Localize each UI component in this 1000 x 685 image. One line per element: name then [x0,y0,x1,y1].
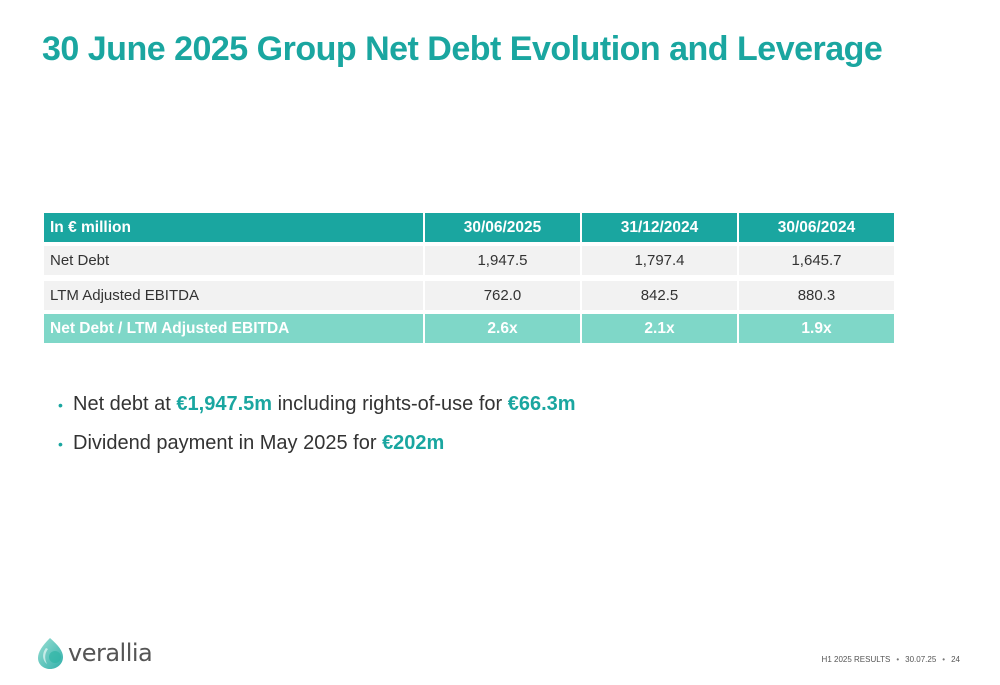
table-cell: 1,947.5 [423,246,580,275]
table-row-net-debt: Net Debt 1,947.5 1,797.4 1,645.7 [44,246,894,275]
table-header-col: 30/06/2025 [423,213,580,242]
footer-separator: • [896,655,900,664]
footer-page-number: 24 [951,655,960,664]
table-header-row: In € million 30/06/2025 31/12/2024 30/06… [44,213,894,242]
row-label: Net Debt [50,252,110,269]
bullet-marker: • [58,397,63,413]
logo-drop-icon [38,638,63,669]
table-cell: 1,645.7 [737,246,894,275]
bullet-marker: • [58,436,63,452]
bullet-item: • Dividend payment in May 2025 for €202m [58,432,576,455]
bullet-list: • Net debt at €1,947.5m including rights… [58,393,576,471]
bullet-text: Net debt at [73,393,177,415]
table-cell: 2.1x [580,314,737,343]
table-header-label: In € million [50,218,131,236]
table-header-col: 31/12/2024 [580,213,737,242]
table-header-col: 30/06/2024 [737,213,894,242]
verallia-logo: verallia [36,636,153,670]
table-cell: 762.0 [423,281,580,310]
bullet-text: Dividend payment in May 2025 for [73,432,383,454]
logo-wordmark: verallia [68,639,153,667]
table-cell: 2.6x [423,314,580,343]
table-row-ebitda: LTM Adjusted EBITDA 762.0 842.5 880.3 [44,281,894,310]
bullet-highlight: €1,947.5m [176,393,273,415]
table-cell: 1,797.4 [580,246,737,275]
slide-footer: H1 2025 RESULTS • 30.07.25 • 24 [822,655,960,664]
bullet-highlight: €66.3m [507,393,576,415]
bullet-text: including rights-of-use for [272,393,508,415]
row-label: Net Debt / LTM Adjusted EBITDA [50,319,290,337]
row-label: LTM Adjusted EBITDA [50,287,199,304]
table-cell: 1.9x [737,314,894,343]
net-debt-table: In € million 30/06/2025 31/12/2024 30/06… [44,213,894,343]
footer-separator: • [942,655,946,664]
table-row-leverage-ratio: Net Debt / LTM Adjusted EBITDA 2.6x 2.1x… [44,314,894,343]
slide-title: 30 June 2025 Group Net Debt Evolution an… [42,30,883,68]
table-cell: 880.3 [737,281,894,310]
footer-report: H1 2025 RESULTS [821,655,891,664]
bullet-item: • Net debt at €1,947.5m including rights… [58,393,576,416]
footer-date: 30.07.25 [905,655,937,664]
bullet-highlight: €202m [382,432,445,454]
table-cell: 842.5 [580,281,737,310]
